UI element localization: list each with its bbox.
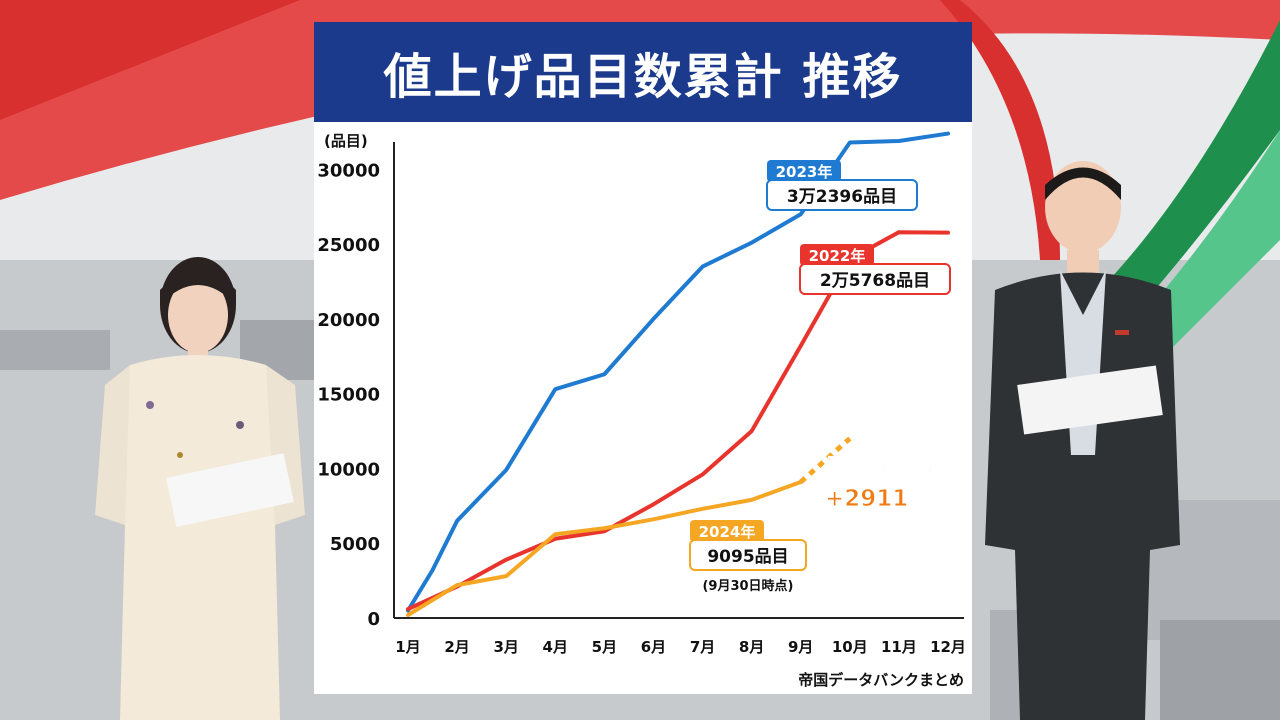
chart-title: 値上げ品目数累計 推移 bbox=[314, 22, 972, 122]
series-year-tag-bg bbox=[690, 520, 764, 542]
x-tick-label: 3月 bbox=[493, 638, 518, 656]
chart-panel: 値上げ品目数累計 推移 (品目) 0 5000 10000 15000 20000 2500… bbox=[314, 22, 972, 694]
y-tick-label: 20000 bbox=[317, 310, 380, 331]
x-tick-label: 9月 bbox=[788, 638, 813, 656]
female-presenter bbox=[95, 257, 305, 720]
x-tick-label: 8月 bbox=[739, 638, 764, 656]
series-note-label: (9月30日時点) bbox=[702, 578, 793, 594]
y-tick-label: 30000 bbox=[317, 160, 380, 181]
series-year-tag-bg bbox=[767, 160, 841, 182]
source-credit: 帝国データバンクまとめ bbox=[798, 671, 964, 689]
male-presenter bbox=[985, 161, 1180, 720]
series-year-tag: 2023年 bbox=[776, 163, 833, 181]
x-tick-label: 10月 bbox=[832, 638, 868, 656]
series-total-label: 9095品目 bbox=[707, 547, 788, 567]
x-tick-label: 2月 bbox=[444, 638, 469, 656]
series-total-label: 3万2396品目 bbox=[787, 187, 897, 207]
series-total-label: 2万5768品目 bbox=[820, 271, 930, 291]
y-tick-label: 15000 bbox=[317, 385, 380, 406]
series-total-box bbox=[799, 263, 951, 295]
y-tick-label: 5000 bbox=[330, 534, 380, 555]
x-tick-label: 11月 bbox=[881, 638, 917, 656]
y-axis-label: (品目) bbox=[324, 132, 368, 150]
line-chart: (品目) 0 5000 10000 15000 20000 25000 30000 1月 2月 3月… bbox=[317, 131, 966, 656]
x-tick-label: 12月 bbox=[930, 638, 966, 656]
annotation-line1: きょうから bbox=[825, 453, 935, 478]
series-year-tag: 2022年 bbox=[809, 247, 866, 265]
x-tick-label: 5月 bbox=[592, 638, 617, 656]
series-line-2023年 bbox=[406, 131, 950, 613]
x-tick-label: 7月 bbox=[690, 638, 715, 656]
x-tick-label: 6月 bbox=[641, 638, 666, 656]
x-tick-label: 1月 bbox=[395, 638, 420, 656]
series-line-2024年 bbox=[406, 479, 803, 618]
series-total-box bbox=[766, 179, 918, 211]
series-total-box bbox=[689, 539, 807, 571]
y-tick-label: 10000 bbox=[317, 459, 380, 480]
series-year-tag-bg bbox=[800, 244, 874, 266]
series-year-tag: 2024年 bbox=[699, 523, 756, 541]
x-tick-label: 4月 bbox=[543, 638, 568, 656]
annotation-line2: +2911品目 bbox=[825, 486, 954, 512]
y-tick-label: 0 bbox=[367, 609, 380, 630]
y-tick-label: 25000 bbox=[317, 235, 380, 256]
